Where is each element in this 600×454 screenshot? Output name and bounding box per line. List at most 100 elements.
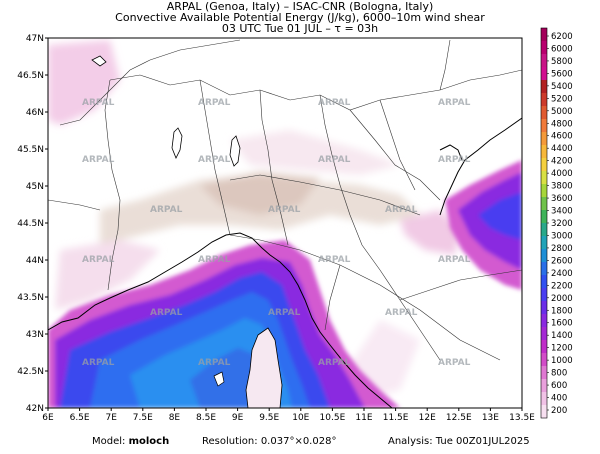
colorbar-swatch <box>541 275 547 289</box>
colorbar-swatch <box>541 301 547 315</box>
colorbar-swatch <box>541 158 547 172</box>
colorbar-label: 1600 <box>551 319 573 329</box>
colorbar-swatch <box>541 327 547 341</box>
colorbar-swatch <box>541 67 547 81</box>
lat-tick-label: 43N <box>26 330 44 340</box>
colorbar-label: 1000 <box>551 356 573 366</box>
colorbar-label: 3200 <box>551 219 573 229</box>
watermark-text: ARPAL <box>268 308 301 318</box>
colorbar-label: 5200 <box>551 94 573 104</box>
latitude-axis: 47N 46.5N 46N 45.5N 45N 44.5N 44N 43.5N 43N 42.5N… <box>17 34 48 414</box>
footer-model-label: Model: <box>92 436 126 447</box>
colorbar-label: 1800 <box>551 306 573 316</box>
colorbar-swatch <box>541 223 547 237</box>
watermark-text: ARPAL <box>150 308 183 318</box>
colorbar-label: 400 <box>551 394 567 404</box>
footer-resolution-label: Resolution: <box>202 436 258 447</box>
watermark-text: ARPAL <box>150 205 183 215</box>
lon-tick-label: 11.5E <box>383 413 409 423</box>
lon-tick-label: 9E <box>232 413 244 423</box>
colorbar-swatch <box>541 340 547 354</box>
lat-tick-label: 46N <box>26 108 44 118</box>
watermark-text: ARPAL <box>198 98 231 108</box>
colorbar-swatch <box>541 210 547 224</box>
watermark-text: ARPAL <box>198 358 231 368</box>
colorbar-label: 4000 <box>551 169 573 179</box>
footer-model: Model: moloch <box>92 436 169 448</box>
footer-analysis-label: Analysis: <box>388 436 433 447</box>
colorbar-swatch <box>541 353 547 367</box>
watermark-text: ARPAL <box>438 358 471 368</box>
colorbar-swatch <box>541 405 547 419</box>
coastlines <box>48 117 522 408</box>
colorbar-label: 6000 <box>551 44 573 54</box>
colorbar-swatch <box>541 236 547 250</box>
corsica-island <box>245 327 283 408</box>
header-title-line-3: 03 UTC Tue 01 JUL – τ = 03h <box>221 22 379 35</box>
lon-tick-label: 6.5E <box>70 413 90 423</box>
colorbar-swatch <box>541 184 547 198</box>
colorbar-swatch <box>541 41 547 55</box>
lon-tick-label: 7.5E <box>133 413 153 423</box>
lon-tick-label: 8.5E <box>196 413 216 423</box>
lat-tick-label: 46.5N <box>17 71 44 81</box>
colorbar-swatch <box>541 379 547 393</box>
footer-resolution-value: 0.037°×0.028° <box>260 436 337 447</box>
colorbar: 6200 6000 5800 5600 5400 5200 5000 4800 4600 4400… <box>540 27 573 419</box>
lat-tick-label: 45N <box>26 182 44 192</box>
colorbar-label: 2600 <box>551 256 573 266</box>
watermark-text: ARPAL <box>198 255 231 265</box>
lon-tick-label: 7E <box>105 413 117 423</box>
lat-tick-label: 43.5N <box>17 293 44 303</box>
colorbar-label: 6200 <box>551 32 573 42</box>
longitude-axis: 6E 6.5E 7E 7.5E 8E 8.5E 9E 9.5E 10E 10.5E 11E 11.5E… <box>42 408 535 423</box>
colorbar-swatch <box>541 392 547 406</box>
watermark-text: ARPAL <box>198 155 231 165</box>
colorbar-label: 3800 <box>551 182 573 192</box>
watermark-text: ARPAL <box>268 205 301 215</box>
watermark-text: ARPAL <box>82 358 115 368</box>
lat-tick-label: 42N <box>26 404 44 414</box>
colorbar-swatch <box>541 366 547 380</box>
colorbar-swatch <box>541 249 547 263</box>
colorbar-swatch <box>541 288 547 302</box>
colorbar-swatch <box>541 119 547 133</box>
colorbar-label: 3400 <box>551 207 573 217</box>
watermark-text: ARPAL <box>438 155 471 165</box>
lon-tick-label: 13.5E <box>509 413 535 423</box>
colorbar-swatch <box>541 106 547 120</box>
watermark-text: ARPAL <box>82 98 115 108</box>
colorbar-swatch <box>541 28 547 42</box>
colorbar-label: 3000 <box>551 231 573 241</box>
lon-tick-label: 9.5E <box>259 413 279 423</box>
watermark-text: ARPAL <box>318 155 351 165</box>
lon-tick-label: 10.5E <box>320 413 346 423</box>
watermark-text: ARPAL <box>438 255 471 265</box>
lat-tick-label: 45.5N <box>17 145 44 155</box>
colorbar-swatch <box>541 197 547 211</box>
colorbar-swatch <box>541 145 547 159</box>
elba-island <box>213 371 225 387</box>
lat-tick-label: 47N <box>26 34 44 44</box>
lat-tick-label: 42.5N <box>17 367 44 377</box>
colorbar-label: 4600 <box>551 132 573 142</box>
lat-tick-label: 44N <box>26 256 44 266</box>
colorbar-swatch <box>541 80 547 94</box>
administrative-borders <box>48 39 522 361</box>
colorbar-label: 2000 <box>551 294 573 304</box>
footer-analysis-value: Tue 00Z01JUL2025 <box>435 436 530 447</box>
colorbar-label: 5000 <box>551 107 573 117</box>
watermark-text: ARPAL <box>318 98 351 108</box>
colorbar-swatch <box>541 93 547 107</box>
colorbar-label: 1200 <box>551 344 573 354</box>
colorbar-swatch <box>541 171 547 185</box>
colorbar-label: 2400 <box>551 269 573 279</box>
colorbar-label: 3600 <box>551 194 573 204</box>
watermark-text: ARPAL <box>82 155 115 165</box>
map-plot-area: ARPAL ARPAL ARPAL ARPAL ARPAL ARPAL ARPA… <box>48 38 522 408</box>
colorbar-label: 600 <box>551 381 567 391</box>
colorbar-label: 800 <box>551 369 567 379</box>
arpal-watermarks: ARPAL ARPAL ARPAL ARPAL ARPAL ARPAL ARPA… <box>82 98 471 368</box>
